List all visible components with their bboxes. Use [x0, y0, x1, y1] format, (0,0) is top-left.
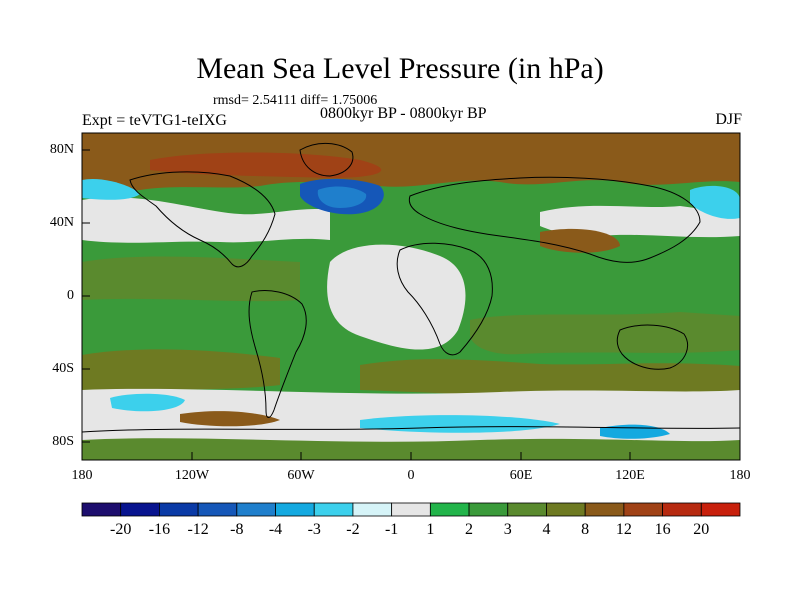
colorbar-swatch — [275, 502, 315, 517]
xlabel-180e: 180 — [729, 468, 751, 483]
field-npac-low — [690, 185, 740, 219]
ylabel-80n: 80N — [49, 142, 74, 157]
colorbar-swatch — [546, 502, 586, 517]
field-tropic-east — [470, 312, 740, 355]
ylabel-0: 0 — [67, 288, 74, 303]
colorbar-swatch — [429, 502, 470, 517]
field-so-high — [180, 411, 280, 427]
colorbar-swatch — [391, 502, 431, 517]
coast-south-america — [248, 290, 307, 418]
colorbar-label: -16 — [148, 521, 171, 538]
colorbar — [81, 502, 741, 517]
coast-australia — [616, 324, 688, 370]
xlabel-120w: 120W — [174, 468, 210, 483]
field-pac-low — [82, 178, 140, 200]
xlabel-120e: 120E — [615, 468, 645, 483]
colorbar-label: 2 — [465, 521, 474, 538]
colorbar-swatch — [120, 502, 160, 517]
field-n-neutral-east — [540, 205, 740, 238]
map-field — [82, 133, 740, 460]
field-antarctic — [82, 438, 740, 460]
stats-text: rmsd= 2.54111 diff= 1.75006 — [213, 93, 378, 108]
axis-ticks — [81, 149, 741, 460]
coast-eurasia — [408, 176, 701, 263]
ylabel-40s: 40S — [52, 361, 74, 376]
coast-north-america — [129, 171, 276, 268]
colorbar-swatch — [313, 502, 354, 517]
field-arctic-high — [82, 133, 740, 192]
colorbar-swatch — [700, 502, 741, 517]
map-title: Mean Sea Level Pressure (in hPa) — [196, 52, 604, 85]
colorbar-swatch — [352, 502, 393, 517]
coast-greenland — [299, 143, 354, 177]
season-label: DJF — [715, 111, 742, 128]
period-label: 0800kyr BP - 0800kyr BP — [320, 105, 487, 122]
field-s-band-east — [360, 359, 740, 395]
colorbar-swatch — [197, 502, 238, 517]
colorbar-swatch — [236, 502, 276, 517]
colorbar-label: -4 — [268, 521, 283, 538]
field-natl-low-core — [317, 186, 367, 208]
colorbar-swatch — [662, 502, 702, 517]
field-asia-high — [540, 228, 620, 253]
coast-africa — [396, 242, 493, 356]
field-arctic-peak — [150, 152, 382, 178]
ylabel-40n: 40N — [49, 215, 74, 230]
colorbar-label: 1 — [426, 521, 435, 538]
colorbar-swatch — [507, 502, 547, 517]
experiment-label: Expt = teVTG1-teIXG — [82, 112, 227, 129]
field-so-low-1 — [110, 393, 185, 412]
colorbar-label: -2 — [346, 521, 360, 538]
colorbar-swatch — [159, 502, 199, 517]
colorbar-label: -8 — [230, 521, 244, 538]
colorbar-swatch — [468, 502, 509, 517]
xlabel-60e: 60E — [509, 468, 533, 483]
colorbar-swatch — [81, 502, 122, 517]
xlabel-0: 0 — [407, 468, 415, 483]
xlabel-180w: 180 — [71, 468, 93, 483]
colorbar-swatch — [623, 502, 663, 517]
colorbar-label: -3 — [307, 521, 321, 538]
xlabel-60w: 60W — [287, 468, 315, 483]
colorbar-label: -20 — [110, 521, 132, 538]
colorbar-label: -1 — [384, 521, 399, 538]
coast-antarctica — [82, 426, 740, 433]
colorbar-swatch — [584, 502, 625, 517]
field-s-band-west — [82, 349, 280, 390]
colorbar-label: 20 — [693, 521, 710, 538]
colorbar-label: 8 — [581, 521, 590, 538]
colorbar-label: 16 — [654, 521, 671, 538]
field-tropic-west — [82, 256, 300, 302]
colorbar-label: 3 — [503, 521, 512, 538]
colorbar-label: 4 — [542, 521, 551, 538]
coastlines — [82, 143, 740, 433]
ylabel-80s: 80S — [52, 434, 74, 449]
colorbar-label: 12 — [615, 521, 632, 538]
colorbar-label: -12 — [187, 521, 209, 538]
